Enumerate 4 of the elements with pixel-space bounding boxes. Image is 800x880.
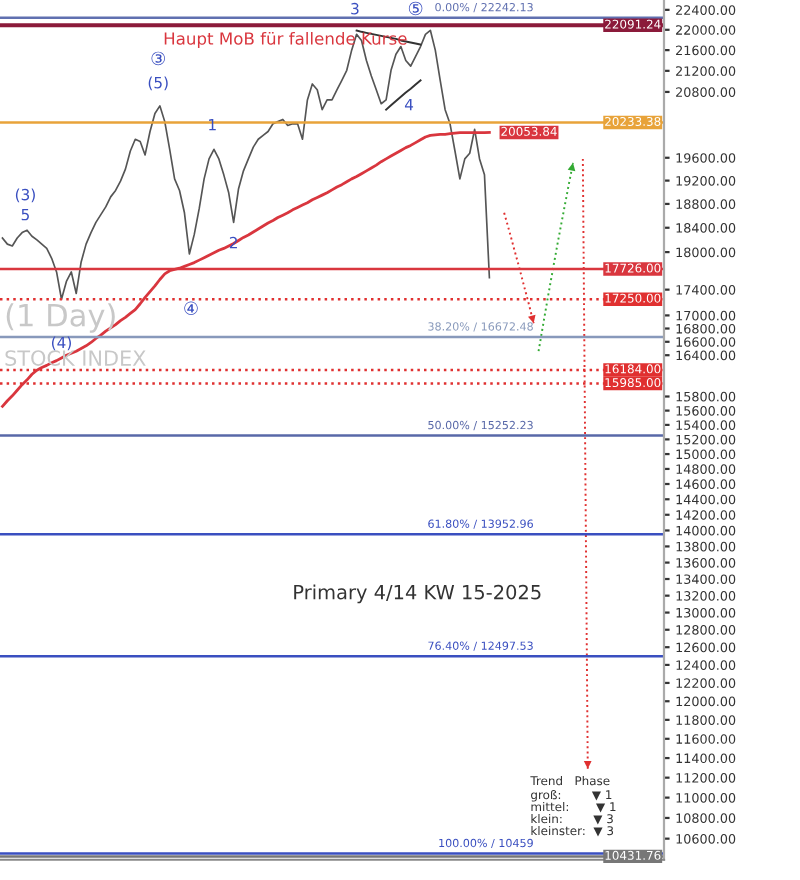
annotation: ④ xyxy=(184,301,198,316)
annotation: Primary 4/14 KW 15-2025 xyxy=(294,584,541,604)
annotation: ⑤ xyxy=(408,1,423,16)
annotation: ③ xyxy=(151,51,165,66)
